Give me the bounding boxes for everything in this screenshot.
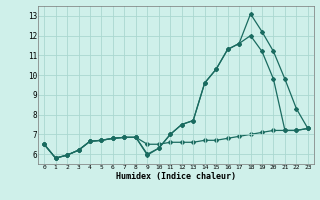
X-axis label: Humidex (Indice chaleur): Humidex (Indice chaleur): [116, 172, 236, 181]
